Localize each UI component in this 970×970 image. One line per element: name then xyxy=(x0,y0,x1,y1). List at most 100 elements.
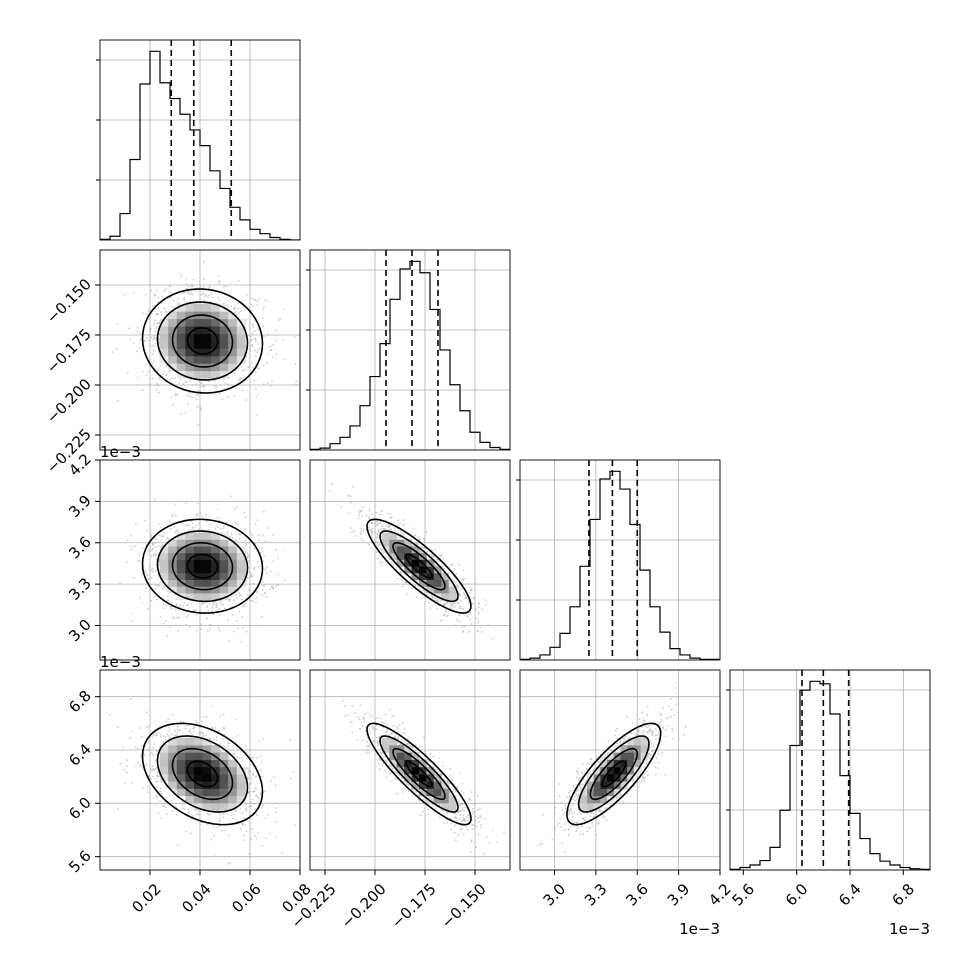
sample-point xyxy=(462,579,465,582)
sample-point xyxy=(149,589,152,592)
density-cell xyxy=(168,579,178,587)
sample-point xyxy=(389,528,392,531)
sample-point xyxy=(149,768,152,770)
sample-point xyxy=(197,502,199,505)
sample-point xyxy=(347,512,350,515)
sample-point xyxy=(142,312,145,315)
sample-point xyxy=(281,852,284,854)
sample-point xyxy=(238,594,241,597)
sample-point xyxy=(224,382,227,385)
sample-point xyxy=(117,807,119,810)
density-cell xyxy=(211,363,221,372)
sample-point xyxy=(428,607,431,609)
sample-point xyxy=(253,299,256,301)
density-cell xyxy=(159,326,169,334)
sample-point xyxy=(155,555,158,558)
density-cell xyxy=(219,586,229,594)
sample-point xyxy=(367,526,370,529)
sample-point xyxy=(195,383,198,386)
sample-point xyxy=(172,513,175,516)
density-cell xyxy=(236,572,246,581)
sample-point xyxy=(418,592,421,595)
density-cell xyxy=(419,579,427,587)
sample-point xyxy=(477,619,480,622)
sample-point xyxy=(216,517,219,519)
sample-point xyxy=(230,533,233,536)
density-cell xyxy=(211,532,221,540)
sample-point xyxy=(229,495,232,498)
sample-point xyxy=(176,393,178,396)
sample-point xyxy=(247,769,250,772)
sample-point xyxy=(253,835,256,837)
sample-point xyxy=(218,614,221,617)
sample-point xyxy=(210,605,213,608)
sample-point xyxy=(186,812,189,814)
sample-point xyxy=(450,563,453,566)
sample-point xyxy=(192,727,195,730)
density-cell xyxy=(193,370,203,379)
density-cell xyxy=(211,546,221,554)
sample-point xyxy=(155,389,158,391)
sample-point xyxy=(207,294,210,297)
sample-point xyxy=(263,790,266,793)
sample-point xyxy=(219,715,222,717)
sample-point xyxy=(272,776,275,778)
sample-point xyxy=(175,529,178,532)
sample-point xyxy=(243,817,246,819)
sample-point xyxy=(163,370,165,373)
sample-point xyxy=(191,522,194,525)
sample-point xyxy=(264,837,267,840)
sample-point xyxy=(190,529,193,531)
sample-point xyxy=(159,526,162,529)
density-cell xyxy=(219,318,229,327)
sample-point xyxy=(212,603,215,605)
sample-point xyxy=(239,378,242,381)
sample-point xyxy=(149,778,152,780)
sample-point xyxy=(263,335,266,338)
sample-point xyxy=(402,524,405,527)
sample-point xyxy=(242,834,245,837)
density-cell xyxy=(176,348,186,357)
sample-point xyxy=(240,594,243,597)
density-cell xyxy=(236,348,246,357)
sample-point xyxy=(374,539,377,542)
density-cell xyxy=(211,318,221,327)
sample-point xyxy=(131,612,134,615)
sample-point xyxy=(158,338,160,340)
sample-point xyxy=(375,524,377,527)
density-cell xyxy=(193,341,203,349)
sample-point xyxy=(426,550,429,553)
sample-point xyxy=(470,622,473,625)
density-cell xyxy=(219,348,229,357)
sample-point xyxy=(222,286,225,288)
sample-point xyxy=(247,805,250,808)
density-cell xyxy=(168,326,178,334)
sample-point xyxy=(194,719,197,722)
density-cell xyxy=(193,303,203,312)
sample-point xyxy=(261,594,264,596)
sample-point xyxy=(124,782,126,785)
sample-point xyxy=(210,291,213,293)
sample-point xyxy=(475,617,478,620)
density-cell xyxy=(185,333,195,342)
sample-point xyxy=(126,561,128,564)
contour-3 xyxy=(141,288,264,394)
sample-point xyxy=(263,364,265,367)
sample-point xyxy=(377,557,379,560)
sample-point xyxy=(474,608,477,611)
sample-point xyxy=(222,816,225,819)
sample-point xyxy=(170,395,173,398)
sample-point xyxy=(178,382,181,385)
sample-point xyxy=(223,607,226,610)
density-cell xyxy=(236,566,246,574)
sample-point xyxy=(173,525,176,528)
sample-point xyxy=(464,610,467,613)
sample-point xyxy=(133,342,135,345)
density-cell xyxy=(159,348,169,357)
sample-point xyxy=(254,371,257,373)
sample-point xyxy=(147,339,150,341)
sample-point xyxy=(255,339,257,342)
density-cell xyxy=(168,363,178,372)
sample-point xyxy=(151,344,154,347)
sample-point xyxy=(218,392,221,395)
